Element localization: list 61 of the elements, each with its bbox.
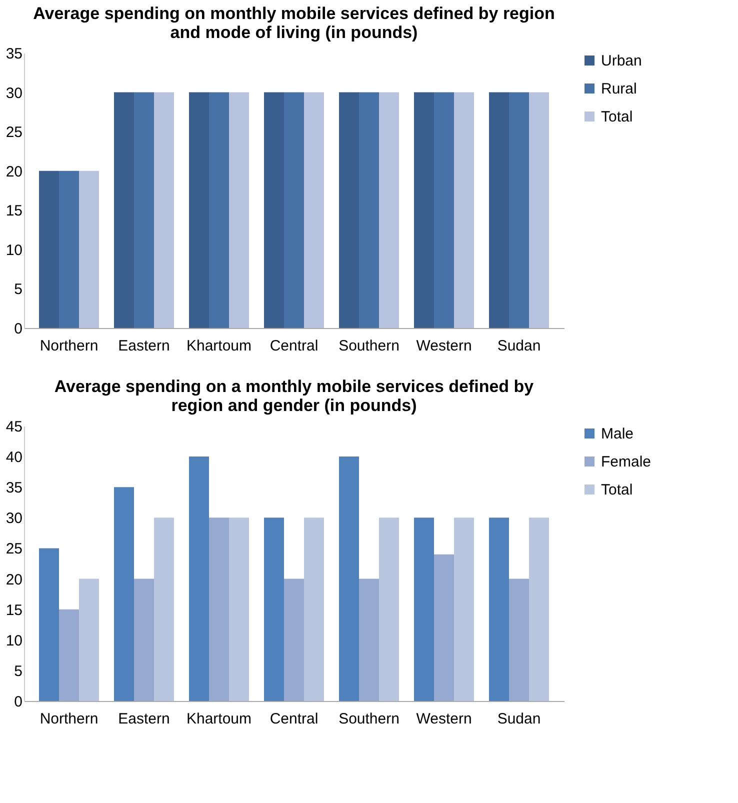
y-tick-label: 25 xyxy=(6,540,22,558)
y-tick-label: 30 xyxy=(6,510,22,528)
x-tick-label: Northern xyxy=(40,710,98,728)
bar xyxy=(284,578,304,701)
y-tick-label: 20 xyxy=(6,163,22,180)
bar xyxy=(229,518,249,701)
y-tick-label: 15 xyxy=(6,202,22,220)
y-tick-label: 5 xyxy=(14,662,22,680)
bar xyxy=(39,548,59,701)
chart-title: Average spending on a monthly mobile services defined by region and gender (in pounds) xyxy=(54,377,534,415)
bar xyxy=(379,518,399,701)
y-tick-label: 35 xyxy=(6,46,22,62)
bar xyxy=(79,578,99,701)
x-tick-label: Sudan xyxy=(497,338,541,354)
y-tick-label: 10 xyxy=(6,242,22,259)
bar xyxy=(454,518,474,701)
chart-title: Average spending on monthly mobile services defined by region and mode of living (in pounds) xyxy=(33,4,555,42)
x-tick-label: Southern xyxy=(338,710,400,728)
legend-label: Male xyxy=(601,426,634,442)
bar xyxy=(359,578,379,701)
y-tick-label: 15 xyxy=(6,602,22,619)
bar xyxy=(304,518,324,701)
legend-label: Total xyxy=(601,108,633,126)
x-tick-label: Khartoum xyxy=(186,338,252,354)
y-tick-label: 5 xyxy=(14,281,22,298)
y-tick-label: 25 xyxy=(6,124,22,142)
legend-label: Female xyxy=(601,454,652,470)
bar xyxy=(189,456,209,701)
x-tick-label: Central xyxy=(270,338,318,354)
bar xyxy=(134,578,154,701)
bar xyxy=(59,609,79,701)
legend-label: Rural xyxy=(601,80,637,98)
x-tick-label: Eastern xyxy=(118,710,170,728)
legend-label: Urban xyxy=(601,52,642,70)
y-tick-label: 30 xyxy=(6,84,22,102)
y-tick-label: 0 xyxy=(14,694,22,710)
x-tick-label: Eastern xyxy=(118,338,170,354)
bar xyxy=(339,456,359,701)
bar xyxy=(489,518,509,701)
x-tick-label: Western xyxy=(416,338,472,354)
x-tick-label: Central xyxy=(270,710,318,728)
bar xyxy=(529,518,549,701)
x-tick-label: Southern xyxy=(338,338,400,354)
bar xyxy=(264,518,284,701)
x-tick-label: Western xyxy=(416,710,472,728)
bar xyxy=(114,487,134,701)
x-tick-label: Northern xyxy=(40,338,98,354)
y-tick-label: 35 xyxy=(6,480,22,497)
bar xyxy=(509,578,529,701)
x-tick-label: Khartoum xyxy=(186,710,252,728)
y-tick-label: 10 xyxy=(6,632,22,650)
bar xyxy=(209,518,229,701)
y-tick-label: 45 xyxy=(6,418,22,436)
y-tick-label: 0 xyxy=(14,320,22,338)
bar xyxy=(154,518,174,701)
bar xyxy=(414,518,434,701)
y-tick-label: 40 xyxy=(6,449,22,466)
x-tick-label: Sudan xyxy=(497,710,541,728)
bar xyxy=(434,554,454,701)
legend-label: Total xyxy=(601,482,633,498)
y-tick-label: 20 xyxy=(6,571,22,588)
